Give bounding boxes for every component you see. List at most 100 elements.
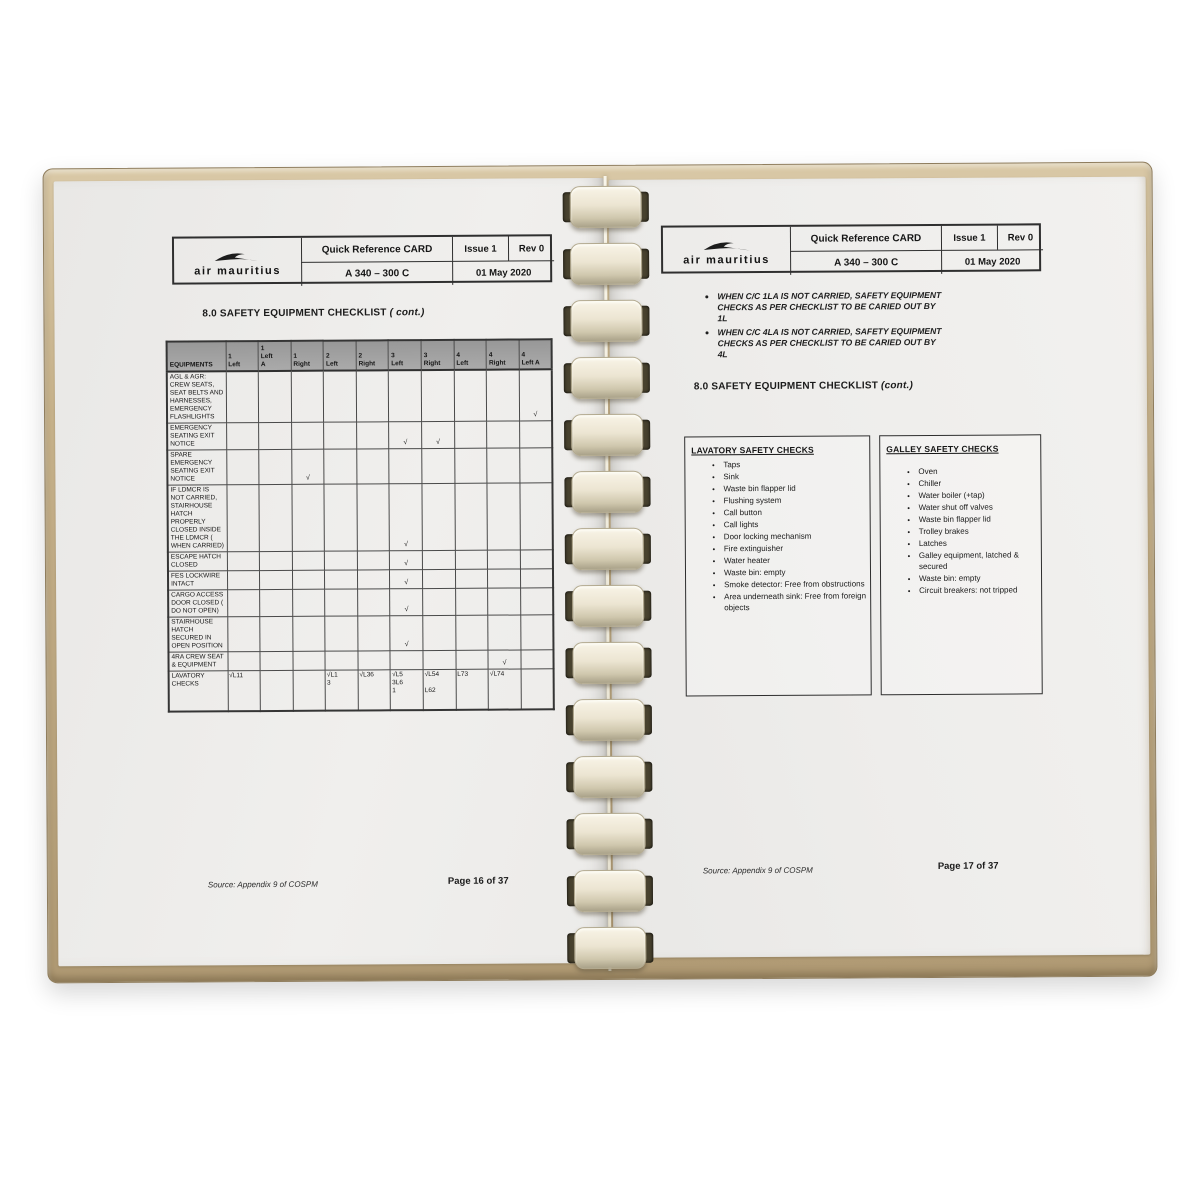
aircraft-type: A 340 – 300 C (301, 260, 453, 286)
check-cell (421, 448, 455, 484)
check-cell: √L54 L62 (423, 669, 456, 710)
section-title-right: 8.0 SAFETY EQUIPMENT CHECKLIST (cont.) (693, 380, 914, 393)
check-cell (486, 420, 520, 449)
ring-body (570, 356, 643, 400)
source-note: Source: Appendix 9 of COSPM (207, 879, 318, 890)
ring-body (571, 413, 644, 457)
check-cell (226, 551, 260, 571)
ring-body (573, 812, 646, 856)
check-cell (520, 614, 554, 650)
check-cell: √ (488, 649, 521, 670)
check-cell (227, 651, 261, 671)
check-cell (520, 549, 553, 569)
column-header: 3 Left (388, 340, 422, 371)
section-title-left: 8.0 SAFETY EQUIPMENT CHECKLIST ( cont.) (202, 307, 425, 320)
check-cell: √L36 (357, 669, 391, 710)
issue-date: 01 May 2020 (452, 260, 555, 285)
check-cell (357, 550, 390, 570)
column-header: 1 Right (290, 340, 324, 371)
check-cell: √ (389, 483, 423, 551)
note-item: WHEN C/C 1LA IS NOT CARRIED, SAFETY EQUI… (717, 290, 945, 324)
check-cell (422, 550, 456, 570)
bird-logo-icon (214, 253, 261, 262)
check-cell (356, 421, 390, 449)
check-cell (455, 569, 488, 589)
binder-ring (563, 356, 651, 400)
checklist-item: Oven (918, 466, 1040, 477)
check-cell (357, 588, 391, 616)
check-cell (520, 568, 554, 588)
checklist-item: Smoke detector: Free from obstructions (724, 579, 870, 590)
check-cell (291, 484, 325, 552)
check-cell (488, 614, 521, 651)
doc-title: Quick Reference CARD (300, 236, 453, 262)
ring-body (572, 584, 645, 628)
check-cell (259, 589, 293, 617)
check-cell (357, 650, 391, 670)
table-row: EMERGENCY SEATING EXIT NOTICE √ √ (167, 420, 553, 451)
checklist-item: Area underneath sink: Free from foreign … (724, 591, 870, 613)
check-cell (422, 483, 456, 551)
ring-body (571, 527, 644, 571)
checklist-item: Galley equipment, latched & secured (919, 550, 1041, 572)
check-cell (486, 369, 520, 422)
check-cell (259, 616, 293, 652)
check-cell (258, 449, 292, 485)
check-cell (357, 615, 391, 651)
checklist-item: Latches (919, 538, 1041, 549)
ring-body (573, 869, 647, 913)
equipment-cell: ESCAPE HATCH CLOSED (167, 551, 227, 572)
check-cell: √ (291, 449, 325, 485)
check-cell (487, 482, 521, 551)
spiral-booklet: air mauritius Quick Reference CARD A 340… (42, 161, 1158, 984)
ring-body (574, 926, 647, 970)
galley-check-list: OvenChillerWater boiler (+tap)Water shut… (880, 466, 1041, 596)
table-row: 4RA CREW SEAT & EQUIPMENT √ (168, 649, 554, 672)
check-cell (226, 449, 260, 485)
checklist-item: Water boiler (+tap) (919, 490, 1041, 501)
check-cell (389, 448, 423, 484)
equipment-cell: CARGO ACCESS DOOR CLOSED ( DO NOT OPEN) (168, 589, 228, 618)
equipment-cell: LAVATORY CHECKS (168, 670, 228, 712)
checklist-item: Waste bin flapper lid (723, 483, 869, 494)
lavatory-check-list: TapsSinkWaste bin flapper lidFlushing sy… (685, 459, 870, 613)
check-cell (292, 616, 326, 652)
check-cell (455, 588, 489, 616)
check-cell (324, 483, 358, 552)
check-cell (226, 570, 260, 590)
check-cell (227, 616, 261, 652)
ring-body (570, 299, 643, 343)
checklist-item: Water shut off valves (919, 502, 1041, 513)
check-cell (455, 550, 488, 570)
check-cell (455, 615, 489, 651)
check-cell (519, 447, 553, 483)
check-cell (487, 587, 521, 616)
check-cell (226, 422, 259, 450)
checklist-item: Waste bin: empty (919, 573, 1041, 584)
checklist-item: Flushing system (724, 495, 870, 506)
issue-label: Issue 1 (451, 236, 509, 261)
binder-ring (562, 299, 650, 343)
binder-ring (565, 698, 653, 742)
check-cell (290, 370, 324, 423)
table-row: IF LDMCR IS NOT CARRIED, STAIRHOUSE HATC… (167, 482, 553, 553)
checklist-item: Water heater (724, 555, 870, 566)
binder-ring (566, 926, 654, 970)
check-cell (226, 484, 260, 552)
bird-logo-icon (703, 242, 750, 251)
logo-wordmark: air mauritius (683, 253, 771, 267)
check-cell (227, 589, 260, 617)
checklist-item: Sink (723, 471, 869, 482)
column-header: 1 Left (225, 341, 259, 372)
column-header: EQUIPMENTS (166, 341, 226, 372)
check-cell (453, 369, 487, 422)
air-mauritius-logo: air mauritius (663, 227, 790, 276)
comb-binding (562, 166, 655, 982)
check-cell: √ (421, 421, 455, 449)
check-cell (260, 651, 293, 671)
binder-ring (564, 584, 652, 628)
check-cell (356, 370, 390, 422)
check-cell: √ (389, 569, 423, 589)
binder-ring (562, 185, 650, 229)
